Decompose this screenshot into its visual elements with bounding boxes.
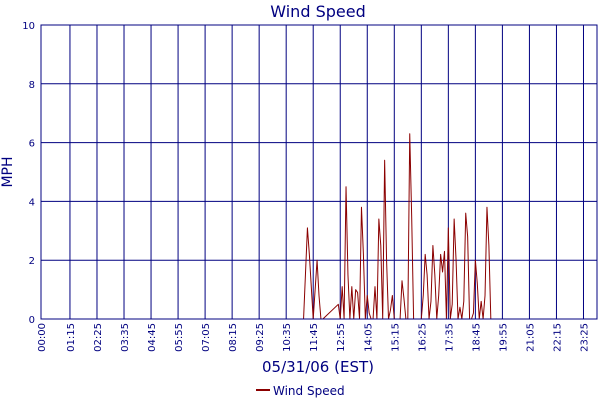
x-tick-label: 22:15 <box>552 323 563 352</box>
x-tick-label: 00:00 <box>37 323 48 352</box>
legend: Wind Speed <box>256 384 345 398</box>
x-tick-label: 08:15 <box>228 323 239 352</box>
x-tick-label: 07:05 <box>201 323 212 352</box>
x-tick-label: 16:25 <box>417 323 428 352</box>
x-tick-label: 11:45 <box>309 323 320 352</box>
x-axis-label: 05/31/06 (EST) <box>262 358 374 376</box>
x-axis-ticks: 00:00 01:15 02:25 03:35 04:45 05:55 07:05 08:15… <box>37 323 590 352</box>
y-axis-ticks: 0 2 4 6 8 10 <box>22 21 35 326</box>
x-tick-label: 15:15 <box>390 323 401 352</box>
x-tick-label: 09:25 <box>255 323 266 352</box>
x-tick-label: 17:35 <box>444 323 455 352</box>
x-tick-label: 18:45 <box>471 323 482 352</box>
x-tick-label: 19:55 <box>498 323 509 352</box>
y-tick-label: 6 <box>29 139 35 150</box>
y-tick-label: 2 <box>29 256 35 267</box>
x-tick-label: 01:15 <box>66 323 77 352</box>
y-tick-label: 10 <box>22 21 35 32</box>
y-tick-label: 4 <box>29 197 35 208</box>
x-tick-label: 21:05 <box>525 323 536 352</box>
x-tick-label: 02:25 <box>93 323 104 352</box>
x-tick-label: 04:45 <box>147 323 158 352</box>
plot-frame <box>40 24 598 320</box>
y-tick-label: 0 <box>29 315 35 326</box>
chart-title: Wind Speed <box>270 2 365 21</box>
x-tick-label: 05:55 <box>174 323 185 352</box>
legend-label: Wind Speed <box>273 384 345 398</box>
x-tick-label: 12:55 <box>336 323 347 352</box>
x-tick-label: 14:05 <box>363 323 374 352</box>
x-tick-label: 03:35 <box>120 323 131 352</box>
plot-background <box>41 25 597 319</box>
y-tick-label: 8 <box>29 80 35 91</box>
plot-area <box>40 24 598 320</box>
x-tick-label: 23:25 <box>579 323 590 352</box>
x-tick-label: 10:35 <box>282 323 293 352</box>
y-axis-label: MPH <box>0 156 16 187</box>
